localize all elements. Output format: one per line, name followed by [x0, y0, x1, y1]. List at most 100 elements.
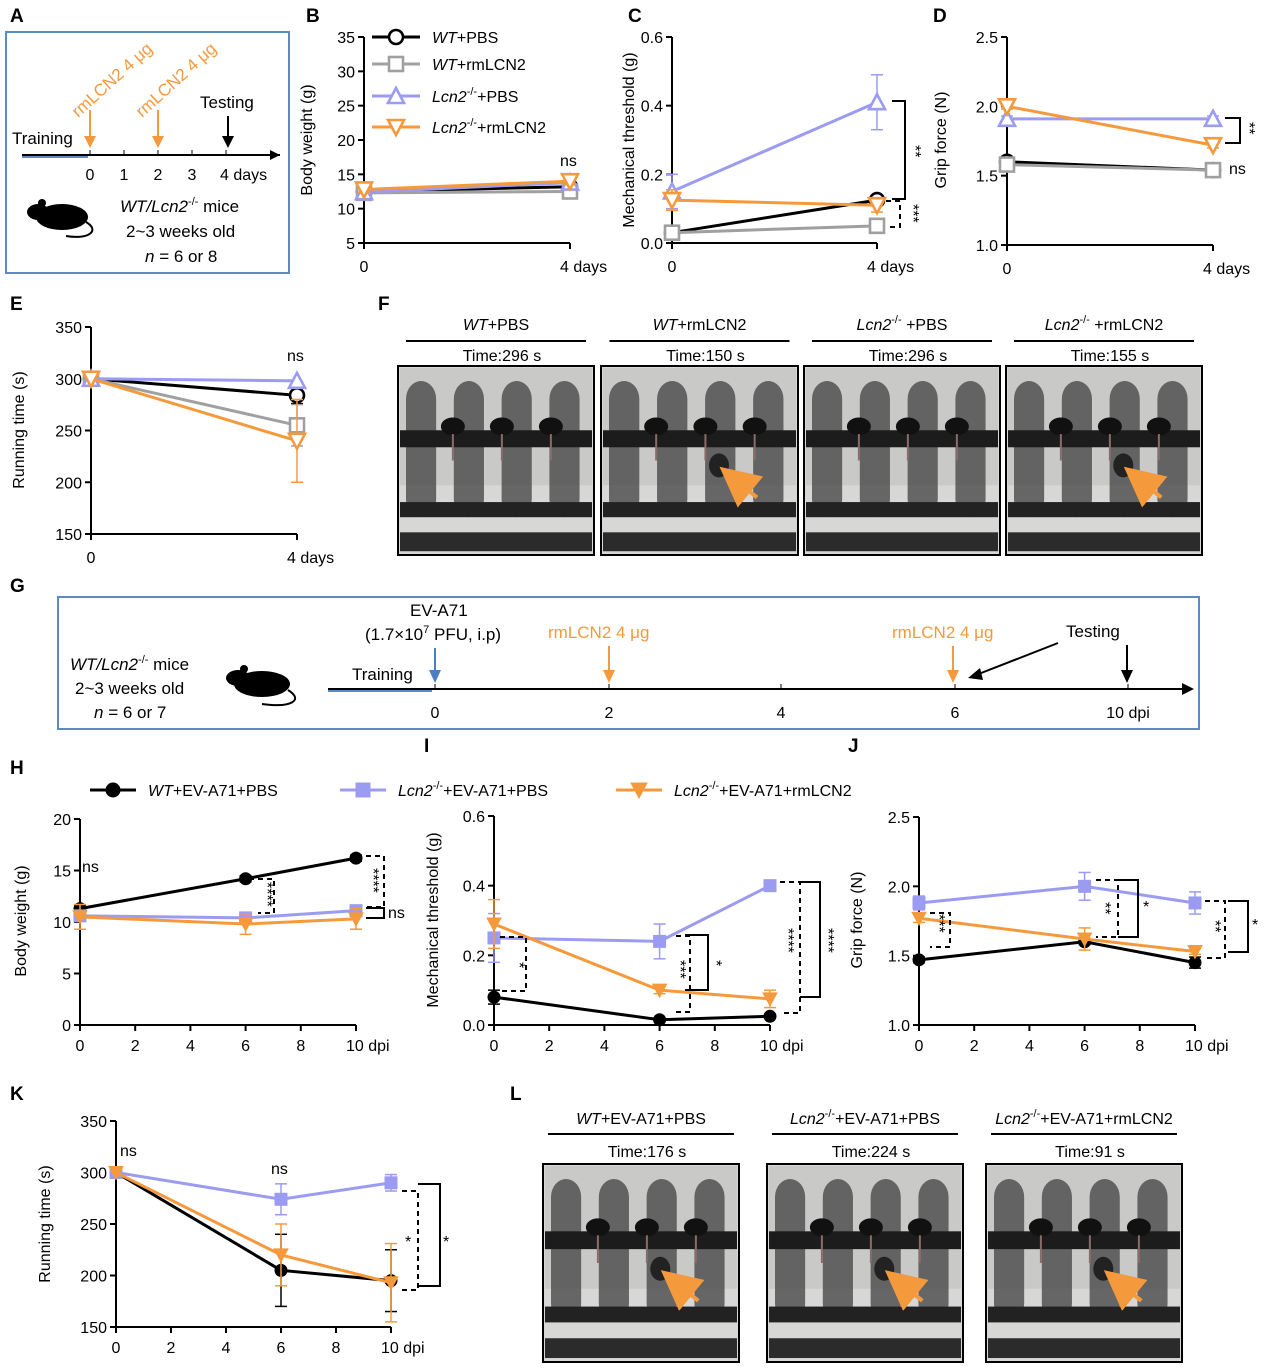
x-tick-label: 10 dpi [346, 1038, 390, 1055]
dose-arrowhead [152, 136, 164, 148]
training-label: Training [352, 665, 413, 684]
significance-bracket [366, 855, 385, 908]
chart-mechanical-threshold-i: 0.0 0.2 0.4 0.6 0 2 4 6 8 10 dpi Mechanical thresh… [425, 809, 836, 1055]
x-tick-label: 0 [112, 1340, 121, 1357]
panel-letter-a: A [10, 6, 24, 27]
x-tick-label: 6 [277, 1340, 286, 1357]
x-tick-label: 0 [490, 1038, 499, 1055]
base-bar [769, 1338, 961, 1359]
legend-label: Lcn2-/-+rmLCN2 [432, 117, 546, 137]
base-bar [806, 532, 998, 552]
panel-letter-d: D [933, 6, 947, 27]
base-bar [806, 502, 998, 518]
base-bar [400, 532, 592, 552]
wheel-plate [955, 381, 986, 518]
y-tick-label: 300 [55, 372, 82, 389]
photo-panel-f-4: Lcn2-/- +rmLCN2 Time:155 s [1005, 314, 1203, 556]
series-lcn2_rmlcn2 [72, 903, 364, 936]
mice-label: WT/Lcn2-/- mice [70, 654, 189, 674]
mouse [585, 1218, 610, 1237]
wheel-plate [918, 1179, 949, 1322]
chart-body-weight-h: 0 5 10 15 20 0 2 4 6 8 10 dpi Body weight (g) ns ****… [13, 812, 405, 1055]
significance-label: ** [1240, 122, 1257, 134]
photo-group-title: WT+EV-A71+PBS [576, 1111, 706, 1128]
wheel-plate [694, 1179, 725, 1322]
base-bar [769, 1306, 961, 1323]
legend-label: WT+PBS [432, 30, 498, 47]
series-lcn2_pbs [109, 1166, 398, 1216]
timeline-arrowhead [1182, 683, 1194, 695]
panel-letter-l: L [510, 1084, 522, 1105]
series-line [79, 909, 357, 920]
data-point-triangle-down [911, 911, 927, 927]
significance-label: ns [271, 1161, 288, 1178]
fallen-mouse [874, 1256, 895, 1281]
chart-running-time-e: 150 200 250 300 350 0 4 days Running time (s) ns [11, 320, 334, 567]
mouse [693, 417, 718, 436]
data-point-triangle-down [661, 191, 683, 211]
wheel-plate [1137, 1179, 1168, 1322]
series-line [918, 916, 1196, 953]
y-tick-label: 0 [62, 1018, 71, 1035]
n-label: n = 6 or 8 [145, 247, 217, 266]
chart-body-weight-b: 5 10 15 20 25 30 35 0 4 days Body weight (g) ns [299, 30, 607, 276]
data-point-circle [349, 851, 363, 865]
panel-g: G Training 0 2 4 6 10 dpi EV-A71 (1.7×10… [10, 576, 1200, 730]
data-point-triangle-down [385, 118, 407, 138]
series-line [918, 884, 1196, 905]
significance-label: ** [1096, 902, 1113, 914]
series-wt_pbs [73, 851, 363, 916]
significance-bracket [886, 200, 901, 228]
y-tick-label: 15 [53, 864, 71, 881]
y-tick-label: 250 [55, 424, 82, 441]
chart-running-time-k: 150 200 250 300 350 0 2 4 6 8 10 dpi Running time (… [37, 1114, 449, 1357]
time-label: Time:150 s [666, 348, 745, 365]
series-line [671, 198, 878, 207]
significance-label: ns [560, 153, 577, 170]
y-tick-label: 150 [55, 527, 82, 544]
y-tick-label: 350 [55, 320, 82, 337]
chart-mechanical-threshold-c: 0.0 0.2 0.4 0.6 0 4 days Mechanical threshold … [621, 30, 923, 276]
y-axis-label: Grip force (N) [849, 872, 866, 969]
significance-bracket [800, 881, 821, 998]
testing-label: Testing [200, 93, 254, 112]
mouse [858, 1218, 883, 1237]
mouse [644, 417, 669, 436]
data-point-square [1188, 896, 1202, 910]
base-bar [1008, 532, 1200, 552]
x-tick-label: 10 dpi [381, 1340, 425, 1357]
series-lcn2_rmlcn2 [80, 370, 308, 483]
significance-label: ns [120, 1143, 137, 1160]
y-axis-label: Grip force (N) [933, 92, 950, 189]
significance-label: * [1252, 917, 1258, 934]
series-line [493, 884, 771, 943]
significance-label: * [1143, 899, 1149, 916]
series-wt_pbs [912, 935, 1202, 970]
y-tick-label: 10 [53, 915, 71, 932]
data-point-triangle-down [996, 98, 1018, 118]
series-line [90, 377, 298, 427]
data-point-triangle-down [559, 172, 581, 192]
panel-letter-c: C [628, 6, 642, 27]
y-tick-label: 5 [62, 967, 71, 984]
x-tick-label: 0 [1003, 261, 1012, 278]
wheel-plate [598, 1179, 629, 1322]
tick-label: 3 [188, 167, 197, 184]
wheel-plate [1014, 381, 1045, 518]
mouse [1077, 1218, 1102, 1237]
y-axis-label: Running time (s) [37, 1165, 54, 1282]
data-point-triangle-down [651, 983, 668, 999]
mouse [634, 1218, 659, 1237]
series-lcn2_rmlcn2 [996, 98, 1224, 156]
wheel-plate [1061, 381, 1092, 518]
x-tick-label: 2 [167, 1340, 176, 1357]
data-point-circle [387, 28, 405, 46]
mouse [489, 417, 514, 436]
ev-arrowhead [429, 670, 441, 683]
wheel-plate [859, 381, 890, 518]
significance-bracket [930, 912, 951, 948]
x-tick-label: 0 [360, 259, 369, 276]
mouse [742, 417, 767, 436]
data-point-circle [912, 953, 926, 967]
series-lcn2_pbs [996, 108, 1224, 128]
